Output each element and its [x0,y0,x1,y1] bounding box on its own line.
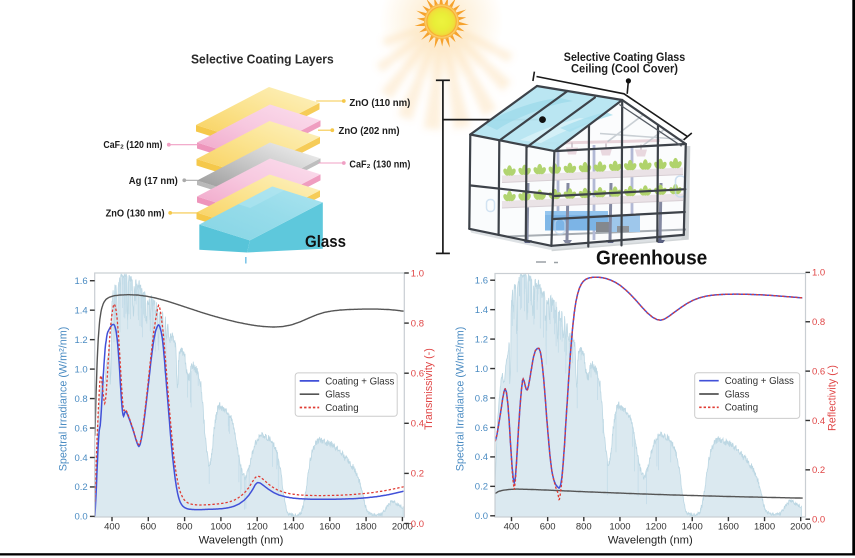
svg-text:400: 400 [504,522,520,533]
svg-text:400: 400 [104,522,120,533]
svg-text:Coating + Glass: Coating + Glass [725,376,794,387]
svg-text:1800: 1800 [356,522,377,533]
svg-text:0.8: 0.8 [812,317,825,328]
svg-text:0.0: 0.0 [411,519,424,530]
svg-text:0.6: 0.6 [411,369,424,380]
svg-text:1.2: 1.2 [74,335,87,346]
svg-text:0.2: 0.2 [812,465,825,476]
svg-text:Transmissivity (-): Transmissivity (-) [423,348,435,430]
svg-text:Wavelength (nm): Wavelength (nm) [608,535,693,547]
svg-text:1.0: 1.0 [74,364,87,375]
svg-text:0.6: 0.6 [812,366,825,377]
svg-text:Ceiling (Cool Cover): Ceiling (Cool Cover) [571,63,678,75]
svg-text:2000: 2000 [392,522,413,533]
svg-text:Glass: Glass [725,389,750,400]
svg-text:Glass: Glass [305,232,346,251]
svg-text:0.8: 0.8 [74,394,87,405]
svg-text:0.8: 0.8 [411,318,424,329]
svg-text:600: 600 [540,522,556,533]
svg-text:1200: 1200 [646,522,667,533]
svg-text:ZnO (110 nm): ZnO (110 nm) [349,97,410,109]
svg-text:ZnO (130 nm): ZnO (130 nm) [106,208,165,220]
svg-text:0.8: 0.8 [475,393,488,404]
svg-text:0.6: 0.6 [475,423,488,434]
svg-text:Spectral Irradiance (W/m²/nm): Spectral Irradiance (W/m²/nm) [455,327,467,472]
svg-text:1.4: 1.4 [74,305,87,316]
svg-text:600: 600 [140,522,156,533]
svg-text:1200: 1200 [247,522,268,533]
svg-text:1400: 1400 [283,522,304,533]
svg-text:1600: 1600 [319,522,340,533]
svg-text:0.0: 0.0 [812,515,825,526]
svg-text:1.6: 1.6 [74,276,87,287]
svg-text:0.4: 0.4 [74,453,87,464]
svg-text:800: 800 [177,522,193,533]
svg-text:0.4: 0.4 [812,416,825,427]
svg-text:Coating: Coating [725,403,758,414]
svg-text:1.2: 1.2 [475,334,488,345]
svg-text:1.0: 1.0 [411,268,424,279]
svg-text:1.6: 1.6 [475,276,488,287]
svg-text:2000: 2000 [790,522,811,533]
svg-text:0.2: 0.2 [411,469,424,480]
svg-text:0.4: 0.4 [475,452,488,463]
svg-text:0.6: 0.6 [74,423,87,434]
svg-text:1400: 1400 [682,522,703,533]
svg-text:Wavelength (nm): Wavelength (nm) [199,535,284,547]
svg-text:1000: 1000 [210,522,231,533]
svg-text:0.0: 0.0 [74,512,87,523]
svg-text:1.4: 1.4 [475,305,488,316]
svg-text:Coating + Glass: Coating + Glass [325,376,394,387]
svg-text:0.4: 0.4 [411,419,424,430]
svg-text:1.0: 1.0 [475,364,488,375]
svg-text:ZnO (202 nm): ZnO (202 nm) [339,125,400,137]
svg-text:1000: 1000 [609,522,630,533]
svg-text:Spectral Irradiance (W/m²/nm): Spectral Irradiance (W/m²/nm) [58,327,70,472]
svg-text:Selective Coating Glass: Selective Coating Glass [564,52,685,64]
svg-text:Coating: Coating [325,403,358,414]
svg-text:CaF₂ (130 nm): CaF₂ (130 nm) [349,159,410,171]
svg-text:Glass: Glass [325,390,350,401]
svg-text:0.0: 0.0 [475,511,488,522]
svg-text:CaF₂ (120 nm): CaF₂ (120 nm) [103,139,162,151]
svg-text:Selective Coating Layers: Selective Coating Layers [191,51,334,66]
svg-text:800: 800 [576,522,592,533]
svg-text:Ag (17 nm): Ag (17 nm) [129,175,178,187]
svg-text:1800: 1800 [754,522,775,533]
svg-text:1600: 1600 [718,522,739,533]
svg-text:0.2: 0.2 [74,482,87,493]
svg-text:1.0: 1.0 [812,268,825,279]
svg-text:Reflectivity (-): Reflectivity (-) [827,365,839,431]
svg-text:0.2: 0.2 [475,482,488,493]
svg-text:Greenhouse: Greenhouse [596,247,707,270]
